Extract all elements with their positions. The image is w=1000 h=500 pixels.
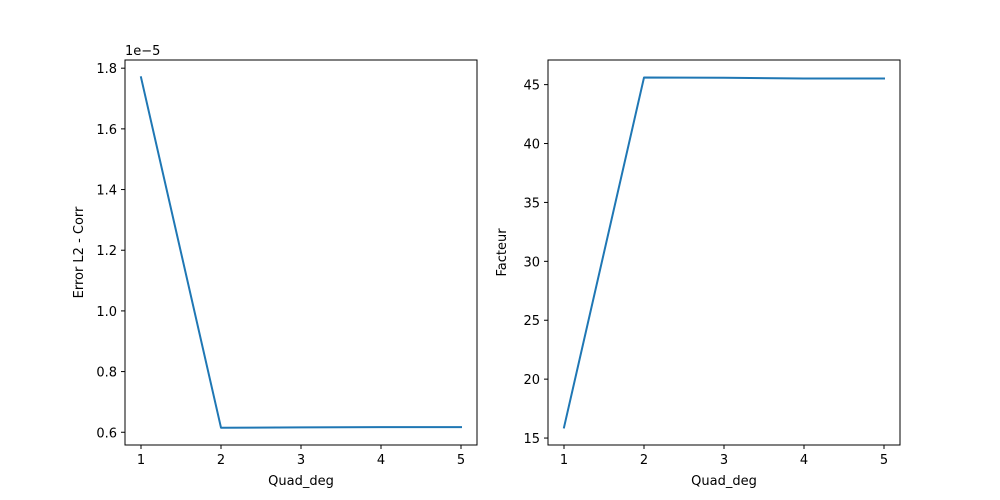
y-tick-label: 1.0 — [96, 305, 117, 320]
y-tick-label: 20 — [523, 373, 540, 388]
y-tick-label: 45 — [523, 79, 540, 94]
x-tick-label: 2 — [640, 453, 648, 468]
x-tick-label: 1 — [560, 453, 568, 468]
series-line — [562, 76, 885, 429]
y-axis-label: Error L2 - Corr — [72, 206, 87, 298]
x-tick-label: 4 — [377, 453, 385, 468]
x-tick-label: 1 — [137, 453, 145, 468]
x-tick-label: 2 — [217, 453, 225, 468]
y-tick-label: 1.2 — [96, 244, 117, 259]
left-chart: 1 2 3 4 5 0.6 0.8 1.0 1.2 1.4 1.6 1.8 Quad_deg Error … — [72, 44, 478, 489]
y-tick-label: 25 — [523, 314, 540, 329]
y-axis-label: Facteur — [495, 228, 510, 277]
y-tick-label: 1.4 — [96, 184, 117, 199]
y-tick-label: 0.8 — [96, 366, 117, 381]
y-offset-label: 1e−5 — [125, 44, 160, 59]
x-tick-label: 3 — [720, 453, 728, 468]
y-tick-label: 1.8 — [96, 62, 117, 77]
y-tick-label: 1.6 — [96, 123, 117, 138]
x-tick-label: 5 — [880, 453, 888, 468]
y-tick-label: 40 — [523, 138, 540, 153]
y-tick-label: 30 — [523, 255, 540, 270]
x-tick-label: 4 — [800, 453, 808, 468]
series-line — [139, 76, 462, 429]
y-tick-label: 15 — [523, 432, 540, 447]
x-tick-label: 3 — [297, 453, 305, 468]
y-tick-label: 0.6 — [96, 426, 117, 441]
x-axis-label: Quad_deg — [691, 474, 757, 489]
y-tick-label: 35 — [523, 196, 540, 211]
x-axis-label: Quad_deg — [268, 474, 334, 489]
x-tick-label: 5 — [457, 453, 465, 468]
